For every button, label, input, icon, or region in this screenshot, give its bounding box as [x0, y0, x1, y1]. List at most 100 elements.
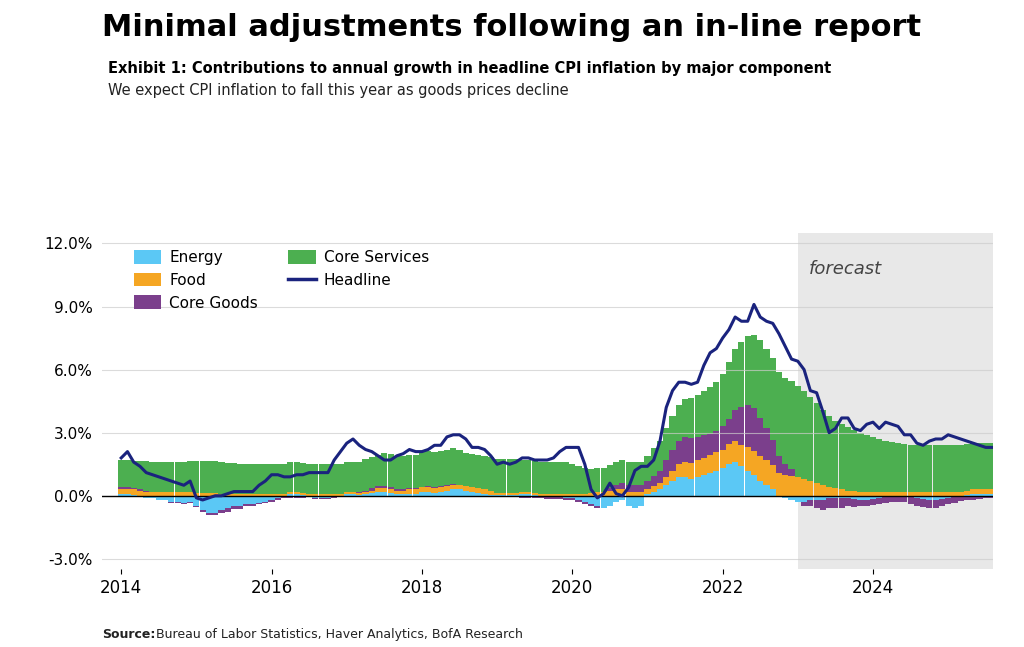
- Bar: [218, 510, 224, 512]
- Bar: [218, 496, 224, 510]
- Bar: [443, 450, 450, 485]
- Bar: [1014, 494, 1020, 496]
- Bar: [650, 487, 656, 492]
- Bar: [501, 459, 507, 492]
- Bar: [425, 492, 431, 496]
- Bar: [124, 460, 130, 487]
- Bar: [720, 426, 726, 450]
- Bar: [451, 485, 457, 490]
- Bar: [387, 492, 393, 496]
- Bar: [738, 445, 744, 466]
- Bar: [238, 465, 244, 494]
- Bar: [964, 496, 970, 500]
- Bar: [431, 452, 437, 487]
- Bar: [851, 499, 857, 507]
- Bar: [594, 506, 600, 509]
- Bar: [451, 484, 457, 485]
- Bar: [224, 494, 230, 496]
- Bar: [156, 492, 162, 496]
- Bar: [143, 461, 150, 490]
- Bar: [369, 457, 375, 488]
- Bar: [877, 498, 883, 504]
- Bar: [425, 450, 431, 487]
- Bar: [563, 496, 569, 498]
- Bar: [519, 494, 525, 496]
- Bar: [613, 462, 620, 485]
- Bar: [632, 462, 638, 485]
- Bar: [569, 498, 575, 500]
- Bar: [281, 494, 287, 496]
- Bar: [770, 358, 776, 440]
- Bar: [795, 496, 801, 502]
- Bar: [751, 408, 757, 450]
- Bar: [194, 506, 200, 507]
- Bar: [451, 448, 457, 484]
- Bar: [707, 455, 713, 472]
- Bar: [626, 485, 632, 492]
- Bar: [244, 504, 250, 506]
- Bar: [845, 428, 851, 490]
- Bar: [400, 494, 407, 496]
- Bar: [288, 494, 294, 496]
- Bar: [375, 487, 381, 488]
- Bar: [889, 492, 895, 496]
- Bar: [331, 465, 337, 494]
- Bar: [638, 462, 644, 485]
- Bar: [889, 442, 895, 492]
- Bar: [870, 437, 877, 492]
- Bar: [657, 483, 664, 490]
- Bar: [507, 495, 513, 496]
- Bar: [983, 496, 989, 498]
- Bar: [181, 496, 187, 503]
- Bar: [387, 487, 393, 490]
- Bar: [670, 450, 676, 470]
- Text: Minimal adjustments following an in-line report: Minimal adjustments following an in-line…: [102, 13, 922, 42]
- Bar: [1008, 494, 1014, 496]
- Bar: [407, 455, 413, 488]
- Bar: [131, 488, 137, 490]
- Bar: [475, 492, 481, 496]
- Bar: [688, 438, 694, 463]
- Bar: [187, 461, 194, 492]
- Bar: [137, 490, 143, 496]
- Bar: [664, 477, 670, 485]
- Bar: [575, 496, 582, 500]
- Bar: [256, 503, 262, 504]
- Bar: [475, 455, 481, 488]
- Text: Bureau of Labor Statistics, Haver Analytics, BofA Research: Bureau of Labor Statistics, Haver Analyt…: [148, 628, 523, 641]
- Bar: [826, 416, 833, 487]
- Bar: [820, 485, 826, 496]
- Bar: [977, 496, 983, 499]
- Bar: [294, 462, 300, 492]
- Bar: [230, 506, 237, 509]
- Bar: [676, 405, 682, 441]
- Bar: [174, 496, 180, 502]
- Bar: [801, 496, 807, 502]
- Bar: [131, 489, 137, 495]
- Bar: [118, 490, 124, 494]
- Bar: [839, 490, 845, 496]
- Bar: [150, 496, 156, 498]
- Bar: [362, 490, 369, 492]
- Bar: [350, 462, 356, 492]
- Bar: [607, 465, 613, 488]
- Bar: [964, 495, 970, 496]
- Bar: [927, 500, 933, 509]
- Text: Exhibit 1: Contributions to annual growth in headline CPI inflation by major com: Exhibit 1: Contributions to annual growt…: [108, 61, 830, 76]
- Bar: [720, 374, 726, 426]
- Bar: [350, 492, 356, 494]
- Bar: [983, 443, 989, 490]
- Bar: [551, 462, 557, 494]
- Bar: [764, 428, 770, 460]
- Bar: [700, 458, 707, 475]
- Bar: [551, 494, 557, 496]
- Bar: [268, 500, 274, 502]
- Bar: [513, 492, 519, 495]
- Bar: [137, 461, 143, 490]
- Bar: [820, 410, 826, 485]
- Bar: [707, 388, 713, 433]
- Bar: [764, 460, 770, 485]
- Bar: [638, 485, 644, 492]
- Bar: [262, 496, 268, 502]
- Bar: [607, 488, 613, 490]
